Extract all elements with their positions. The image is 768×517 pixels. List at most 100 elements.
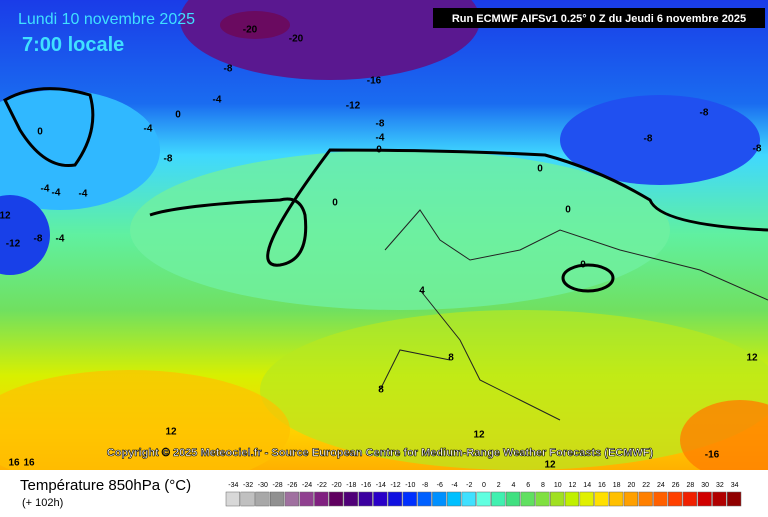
scale-label: -14 [376, 482, 386, 489]
mild-zone [130, 150, 670, 310]
scale-swatch [432, 491, 447, 507]
contour-label: 4 [419, 286, 425, 297]
scale-swatch [358, 491, 373, 507]
scale-swatch [387, 491, 403, 507]
scale-swatch [240, 491, 255, 507]
warm-zone [680, 400, 768, 480]
scale-swatch [505, 491, 521, 507]
scale-swatch [668, 491, 683, 507]
contour-label: 12 [473, 430, 485, 441]
contour-label: -4 [213, 95, 222, 106]
scale-swatch [564, 491, 580, 507]
cold-core [220, 11, 290, 39]
contour-label: -12 [346, 101, 361, 112]
scale-swatch [402, 491, 417, 507]
scale-swatch [579, 491, 594, 507]
scale-label: -28 [273, 482, 283, 489]
scale-swatch [225, 491, 240, 507]
scale-label: 0 [482, 482, 486, 489]
scale-swatch [638, 491, 653, 507]
scale-label: -6 [437, 482, 443, 489]
contour-label: 0 [565, 205, 571, 216]
scale-label: -24 [302, 482, 312, 489]
scale-label: -30 [258, 482, 268, 489]
zero-isotherm [149, 148, 768, 267]
contour-label: 0 [376, 145, 382, 156]
scale-swatch [417, 491, 432, 507]
contour-label: -4 [52, 188, 61, 199]
scale-swatch [476, 491, 491, 507]
contour-label: -20 [289, 34, 304, 45]
contour-label: 0 [332, 198, 338, 209]
scale-label: 12 [569, 482, 577, 489]
scale-label: -16 [361, 482, 371, 489]
scale-swatch [284, 491, 299, 507]
scale-label: -2 [466, 482, 472, 489]
scale-label: 20 [628, 482, 636, 489]
scale-label: 4 [512, 482, 516, 489]
contour-label: -8 [644, 134, 653, 145]
run-info: Run ECMWF AIFSv1 0.25° 0 Z du Jeudi 6 no… [452, 13, 746, 25]
scale-swatch [520, 491, 535, 507]
contour-label: 16 [8, 458, 20, 469]
run-box [433, 8, 765, 28]
scale-swatch [269, 491, 285, 507]
contour-label: -8 [164, 154, 173, 165]
contour-label: -4 [79, 189, 88, 200]
coastline [379, 209, 768, 421]
scale-label: 2 [497, 482, 501, 489]
contour-label: 0 [580, 260, 586, 271]
scale-swatch [255, 491, 270, 507]
scale-label: 26 [672, 482, 680, 489]
scale-label: 28 [687, 482, 695, 489]
scale-label: 6 [526, 482, 530, 489]
contour-label: -16 [705, 450, 720, 461]
contour-label: -12 [6, 239, 21, 250]
scale-label: 30 [701, 482, 709, 489]
contour-label: -20 [243, 25, 258, 36]
color-scale: -34 -32 -30 -28 -26 -24 -22 -20 -18 -16 -14 -12 -10-… [225, 482, 742, 507]
scale-label: 14 [583, 482, 591, 489]
scale-swatch [373, 491, 388, 507]
contour-label: 0 [37, 127, 43, 138]
scale-swatch [461, 491, 476, 507]
contour-label: 0 [175, 110, 181, 121]
scale-swatch [328, 491, 344, 507]
contour-label: -8 [34, 234, 43, 245]
scale-label: -8 [422, 482, 428, 489]
scale-swatch [712, 491, 727, 507]
warm-zone [260, 310, 768, 470]
scale-swatch [535, 491, 550, 507]
contour-label: 12 [544, 460, 556, 471]
zero-isotherm [561, 263, 615, 293]
scale-swatch [550, 491, 565, 507]
contour-label: -4 [41, 184, 50, 195]
contour-label: -4 [376, 133, 385, 144]
scale-label: 8 [541, 482, 545, 489]
contour-label: 12 [165, 427, 177, 438]
zero-isotherm [3, 87, 95, 168]
contour-label: 12 [746, 353, 758, 364]
contour-label: -4 [56, 234, 65, 245]
scale-label: -4 [451, 482, 457, 489]
contour-label: 0 [537, 164, 543, 175]
map-area: -20-20-8-16-4-120-4 -8-40-80-4 -4 -412-12 -8… [0, 0, 768, 490]
scale-label: 32 [716, 482, 724, 489]
scale-label: 10 [554, 482, 562, 489]
scale-swatch [491, 491, 506, 507]
scale-label: 18 [613, 482, 621, 489]
scale-swatch [653, 491, 668, 507]
scale-label: 22 [642, 482, 650, 489]
scale-label: -20 [332, 482, 342, 489]
contour-label: -8 [224, 64, 233, 75]
scale-swatch [727, 491, 742, 507]
cold-zone [0, 90, 160, 210]
scale-swatch [697, 491, 712, 507]
date: Lundi 10 novembre 2025 [18, 11, 195, 28]
lead-time: (+ 102h) [22, 497, 63, 509]
contour-label: 12 [0, 211, 11, 222]
scale-label: -18 [346, 482, 356, 489]
scale-label: -12 [390, 482, 400, 489]
contour-label: 8 [448, 353, 454, 364]
